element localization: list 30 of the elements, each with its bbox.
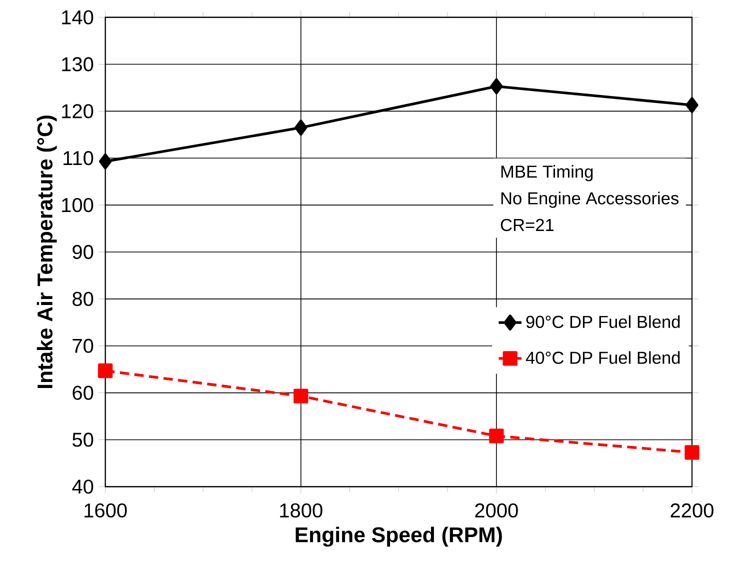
y-tick-label: 130 bbox=[62, 57, 94, 72]
y-tick-label: 120 bbox=[62, 104, 94, 118]
legend-label: 90°C DP Fuel Blend bbox=[526, 315, 680, 328]
point bbox=[98, 363, 113, 378]
y-tick-label: 90 bbox=[72, 244, 94, 259]
x-tick-label: 2200 bbox=[670, 503, 714, 518]
y-tick-label: 140 bbox=[62, 10, 94, 24]
y-tick-label: 40 bbox=[72, 479, 94, 494]
point bbox=[294, 388, 308, 404]
legend-label: 40°C DP Fuel Blend bbox=[526, 351, 680, 364]
y-tick-label: 60 bbox=[72, 386, 94, 400]
x-tick-label: 1600 bbox=[84, 503, 127, 518]
point bbox=[99, 153, 112, 170]
point bbox=[489, 428, 504, 444]
y-axis-title: Intake Air Temperature (°C) bbox=[36, 116, 57, 388]
x-axis-title: Engine Speed (RPM) bbox=[296, 526, 502, 547]
point bbox=[684, 444, 700, 460]
y-tick-label: 70 bbox=[72, 338, 94, 353]
x-tick-label: 1800 bbox=[280, 503, 322, 518]
annotation: No Engine Accessories bbox=[501, 192, 679, 208]
y-tick-label: 50 bbox=[72, 432, 94, 447]
annotation: CR=21 bbox=[500, 218, 554, 231]
point bbox=[490, 78, 503, 94]
point bbox=[686, 96, 698, 113]
point bbox=[294, 119, 308, 136]
annotation: MBE Timing bbox=[501, 164, 593, 182]
x-tick-label: 2000 bbox=[475, 503, 518, 518]
y-tick-label: 80 bbox=[72, 292, 94, 306]
y-tick-label: 100 bbox=[62, 198, 94, 212]
y-tick-label: 110 bbox=[64, 150, 94, 166]
